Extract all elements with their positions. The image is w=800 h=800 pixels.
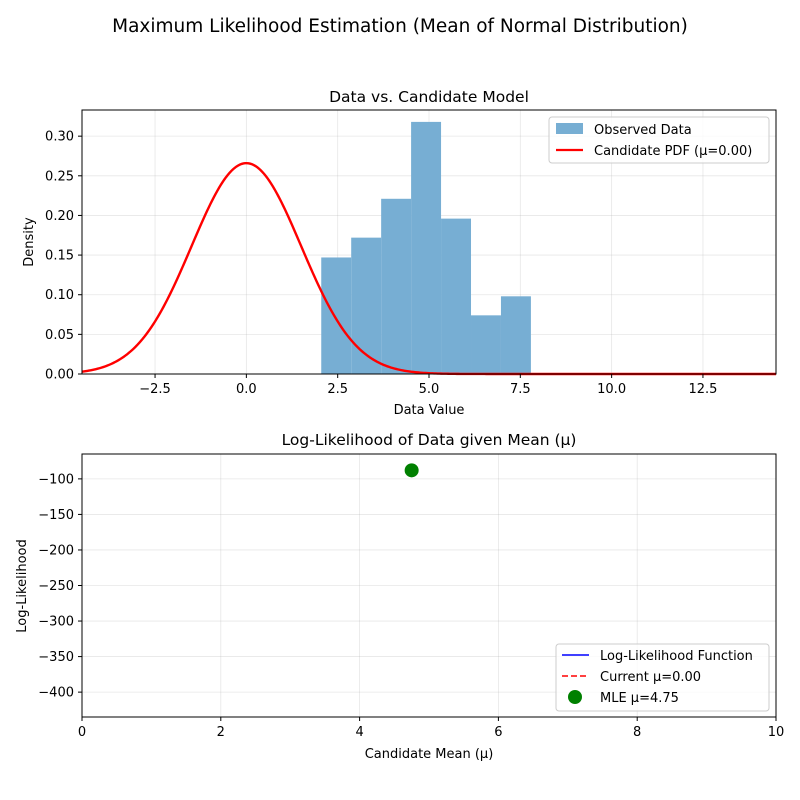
ax2-x-tick-label: 10	[768, 725, 785, 740]
top-chart-y-label: Density	[22, 217, 37, 267]
ax2-y-tick-label: −100	[38, 472, 74, 487]
histogram-bar	[441, 218, 472, 374]
top-chart-legend-box	[548, 116, 770, 164]
mle-point	[404, 463, 419, 478]
ax1-x-tick-label: 10.0	[597, 382, 626, 397]
ax1-x-tick-label: 5.0	[419, 382, 440, 397]
bottom-chart-legend: Log-Likelihood Function Current μ=0.00 M…	[555, 643, 770, 712]
top-chart-title: Data vs. Candidate Model	[329, 88, 529, 106]
legend-label-log-likelihood: Log-Likelihood Function	[600, 649, 753, 664]
histogram-bar	[351, 237, 382, 374]
ax1-x-tick-label: −2.5	[139, 382, 171, 397]
top-chart-y-ticks: 0.00 0.05 0.10 0.15 0.20 0.25 0.30	[45, 130, 82, 383]
ax2-x-tick-label: 0	[78, 725, 86, 740]
top-chart-x-ticks: −2.5 0.0 2.5 5.0 7.5 10.0 12.5	[139, 374, 717, 397]
ax1-y-tick-label: 0.30	[45, 130, 74, 145]
ax1-y-tick-label: 0.15	[45, 249, 74, 264]
ax1-y-tick-label: 0.05	[45, 328, 74, 343]
ax2-y-tick-label: −400	[38, 686, 74, 701]
bottom-chart-grid	[81, 454, 777, 717]
histogram-bar	[500, 296, 531, 374]
bottom-chart-points	[404, 463, 419, 478]
bottom-chart-y-ticks: −100 −150 −200 −250 −300 −350 −400	[38, 472, 82, 701]
ax1-y-tick-label: 0.20	[45, 209, 74, 224]
ax2-x-tick-label: 8	[633, 725, 641, 740]
ax2-y-tick-label: −350	[38, 650, 74, 665]
ax2-x-tick-label: 2	[217, 725, 225, 740]
histogram-bar	[471, 315, 501, 374]
ax2-y-tick-label: −250	[38, 579, 74, 594]
histogram-bar	[411, 121, 442, 374]
legend-label-current-mu: Current μ=0.00	[600, 670, 701, 685]
ax2-y-tick-label: −150	[38, 508, 74, 523]
legend-label-mle: MLE μ=4.75	[600, 691, 679, 706]
histogram-bar	[321, 257, 352, 374]
legend-swatch-mle	[568, 690, 582, 704]
figure-title: Maximum Likelihood Estimation (Mean of N…	[112, 16, 688, 37]
ax1-x-tick-label: 0.0	[236, 382, 257, 397]
histogram-bar	[381, 198, 412, 374]
ax1-x-tick-label: 7.5	[510, 382, 531, 397]
ax2-y-tick-label: −200	[38, 543, 74, 558]
bottom-chart-y-label: Log-Likelihood	[15, 539, 30, 632]
ax1-x-tick-label: 12.5	[688, 382, 717, 397]
bottom-chart-x-ticks: 0 2 4 6 8 10	[78, 717, 784, 740]
legend-label-candidate-pdf: Candidate PDF (μ=0.00)	[594, 144, 752, 159]
ax1-y-tick-label: 0.25	[45, 169, 74, 184]
bottom-chart-x-label: Candidate Mean (μ)	[365, 747, 494, 762]
top-chart-x-label: Data Value	[394, 403, 465, 418]
ax2-x-tick-label: 6	[494, 725, 502, 740]
bottom-chart: Log-Likelihood of Data given Mean (μ) 0 2…	[15, 431, 784, 762]
top-chart-legend: Observed Data Candidate PDF (μ=0.00)	[548, 116, 770, 164]
ax2-y-tick-label: −300	[38, 615, 74, 630]
top-chart: Data vs. Candidate Model −2.5 0.0 2.5 5.0 7.…	[22, 88, 777, 418]
legend-label-observed-data: Observed Data	[594, 123, 692, 138]
ax1-y-tick-label: 0.00	[45, 368, 74, 383]
bottom-chart-legend-box	[555, 643, 770, 712]
legend-swatch-observed-data	[556, 123, 583, 134]
top-chart-histogram	[321, 121, 531, 374]
ax1-y-tick-label: 0.10	[45, 288, 74, 303]
ax1-x-tick-label: 2.5	[327, 382, 348, 397]
bottom-chart-title: Log-Likelihood of Data given Mean (μ)	[282, 431, 577, 449]
ax2-x-tick-label: 4	[355, 725, 363, 740]
